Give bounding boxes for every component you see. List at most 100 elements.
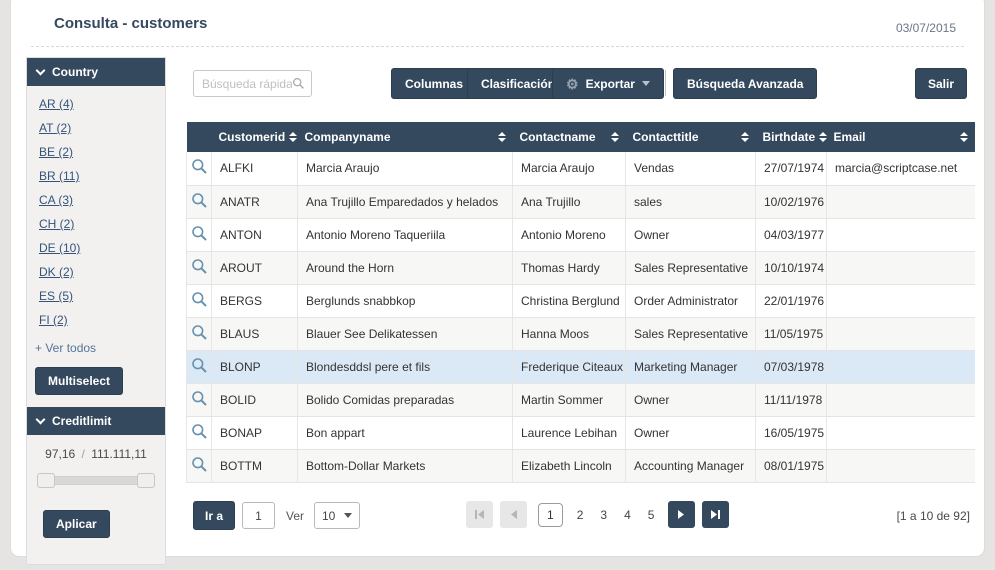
advanced-search-button[interactable]: Búsqueda Avanzada: [673, 68, 818, 99]
country-filter-link[interactable]: DE (10): [39, 241, 81, 255]
row-detail-icon: [191, 291, 207, 307]
column-header-birthdate[interactable]: Birthdate: [755, 122, 828, 152]
exit-button[interactable]: Salir: [914, 68, 967, 99]
cell-company: Blondesddsl pere et fils: [297, 350, 513, 384]
page-date: 03/07/2015: [895, 21, 956, 35]
cell-email: marcia@scriptcase.net: [826, 152, 975, 186]
columns-button[interactable]: Columnas: [391, 68, 478, 99]
country-section-header[interactable]: Country: [27, 58, 165, 86]
page-number[interactable]: 2: [576, 507, 584, 522]
sort-icon[interactable]: [289, 132, 298, 142]
page-number[interactable]: 5: [647, 507, 655, 522]
table-row: BERGS Berglunds snabbkop Christina Berglun…: [186, 284, 975, 318]
slider-handle-max[interactable]: [137, 473, 155, 488]
creditlimit-max: 111.111,11: [91, 447, 147, 461]
row-detail-button[interactable]: [186, 383, 212, 417]
table-row: BOLID Bolido Comidas preparadas Martin Som…: [186, 383, 975, 417]
first-page-icon: [475, 510, 484, 519]
column-header-label: Contacttitle: [632, 130, 699, 144]
row-detail-button[interactable]: [186, 218, 212, 252]
cell-company: Marcia Araujo: [297, 152, 513, 186]
sort-icon[interactable]: [819, 132, 828, 142]
cell-contact: Frederique Citeaux: [512, 350, 626, 384]
first-page-button[interactable]: [466, 501, 493, 528]
cell-contact: Ana Trujillo: [512, 185, 626, 219]
page-number[interactable]: 4: [624, 507, 631, 522]
column-header-customerid[interactable]: Customerid: [211, 122, 298, 152]
row-detail-icon: [191, 357, 207, 373]
search-input[interactable]: [202, 76, 292, 91]
cell-birthdate: 04/03/1977: [755, 218, 827, 252]
creditlimit-section-header[interactable]: Creditlimit: [27, 407, 165, 435]
country-filter-link[interactable]: DK (2): [39, 265, 74, 279]
country-filter-link[interactable]: FI (2): [39, 313, 68, 327]
sort-icon[interactable]: [959, 132, 968, 142]
row-detail-button[interactable]: [186, 317, 212, 351]
row-detail-button[interactable]: [186, 416, 212, 450]
export-button[interactable]: ⚙ Exportar: [552, 68, 664, 99]
table-row: BLONP Blondesddsl pere et fils Frederique …: [186, 350, 975, 384]
table-row: ANTON Antonio Moreno Taqueriila Antonio Mo…: [186, 218, 975, 252]
country-filter-link[interactable]: CH (2): [39, 217, 75, 231]
column-header-label: Contactname: [519, 130, 596, 144]
page-size-select[interactable]: 10: [314, 502, 360, 529]
country-filter-link[interactable]: AR (4): [39, 97, 74, 111]
table-row: BONAP Bon appart Laurence Lebihan Owner 16/0…: [186, 416, 975, 450]
page-number[interactable]: 3: [600, 507, 608, 522]
row-detail-button[interactable]: [186, 449, 212, 483]
goto-page-button[interactable]: Ir a: [193, 501, 236, 530]
cell-company: Blauer See Delikatessen: [297, 317, 513, 351]
see-all-link[interactable]: + Ver todos: [35, 341, 97, 355]
slider-handle-min[interactable]: [37, 473, 55, 488]
cell-title: Sales Representative: [625, 317, 756, 351]
record-range-summary: [1 a 10 de 92]: [896, 509, 970, 523]
country-filter-link[interactable]: AT (2): [39, 121, 72, 135]
search-icon[interactable]: [292, 76, 305, 91]
table-body: ALFKI Marcia Araujo Marcia Araujo Vendas 27/…: [186, 152, 975, 483]
creditlimit-slider: [37, 473, 155, 488]
country-filter-link[interactable]: BE (2): [39, 145, 74, 159]
row-detail-button[interactable]: [186, 251, 212, 285]
country-filter-link[interactable]: BR (11): [39, 169, 80, 183]
column-header-companyname[interactable]: Companyname: [297, 122, 513, 152]
table-row: AROUT Around the Horn Thomas Hardy Sales Re…: [186, 251, 975, 285]
column-header-contactname[interactable]: Contactname: [512, 122, 626, 152]
cell-id: BOLID: [211, 383, 298, 417]
cell-id: BOTTM: [211, 449, 298, 483]
goto-page-input[interactable]: [242, 502, 275, 529]
country-filter-link[interactable]: ES (5): [39, 289, 74, 303]
cell-id: ALFKI: [211, 152, 298, 186]
cell-contact: Christina Berglund: [512, 284, 626, 318]
column-header-contacttitle[interactable]: Contacttitle: [625, 122, 756, 152]
country-filter-link[interactable]: CA (3): [39, 193, 74, 207]
row-detail-button[interactable]: [186, 350, 212, 384]
cell-title: sales: [625, 185, 756, 219]
row-detail-button[interactable]: [186, 152, 212, 186]
cell-contact: Elizabeth Lincoln: [512, 449, 626, 483]
creditlimit-range-label: 97,16 / 111.111,11: [27, 435, 165, 465]
column-header-email[interactable]: Email: [826, 122, 975, 152]
sort-icon[interactable]: [497, 132, 506, 142]
row-detail-icon: [191, 423, 207, 439]
apply-button[interactable]: Aplicar: [43, 510, 110, 538]
page-number-current[interactable]: 1: [538, 502, 563, 527]
cell-id: ANTON: [211, 218, 298, 252]
cell-contact: Marcia Araujo: [512, 152, 626, 186]
cell-email: [826, 317, 975, 351]
cell-id: BERGS: [211, 284, 298, 318]
cell-company: Bon appart: [297, 416, 513, 450]
row-detail-icon: [191, 390, 207, 406]
prev-page-button[interactable]: [500, 501, 527, 528]
last-page-button[interactable]: [702, 501, 730, 528]
row-detail-button[interactable]: [186, 284, 212, 318]
cell-birthdate: 08/01/1975: [755, 449, 827, 483]
multiselect-button[interactable]: Multiselect: [35, 367, 124, 395]
table-row: BOTTM Bottom-Dollar Markets Elizabeth Linc…: [186, 449, 975, 483]
next-page-button[interactable]: [668, 501, 696, 528]
sort-icon[interactable]: [610, 132, 619, 142]
sort-icon[interactable]: [740, 132, 749, 142]
cell-birthdate: 11/05/1975: [755, 317, 827, 351]
row-detail-button[interactable]: [186, 185, 212, 219]
app-card: Consulta - customers 03/07/2015 Country …: [10, 0, 985, 565]
